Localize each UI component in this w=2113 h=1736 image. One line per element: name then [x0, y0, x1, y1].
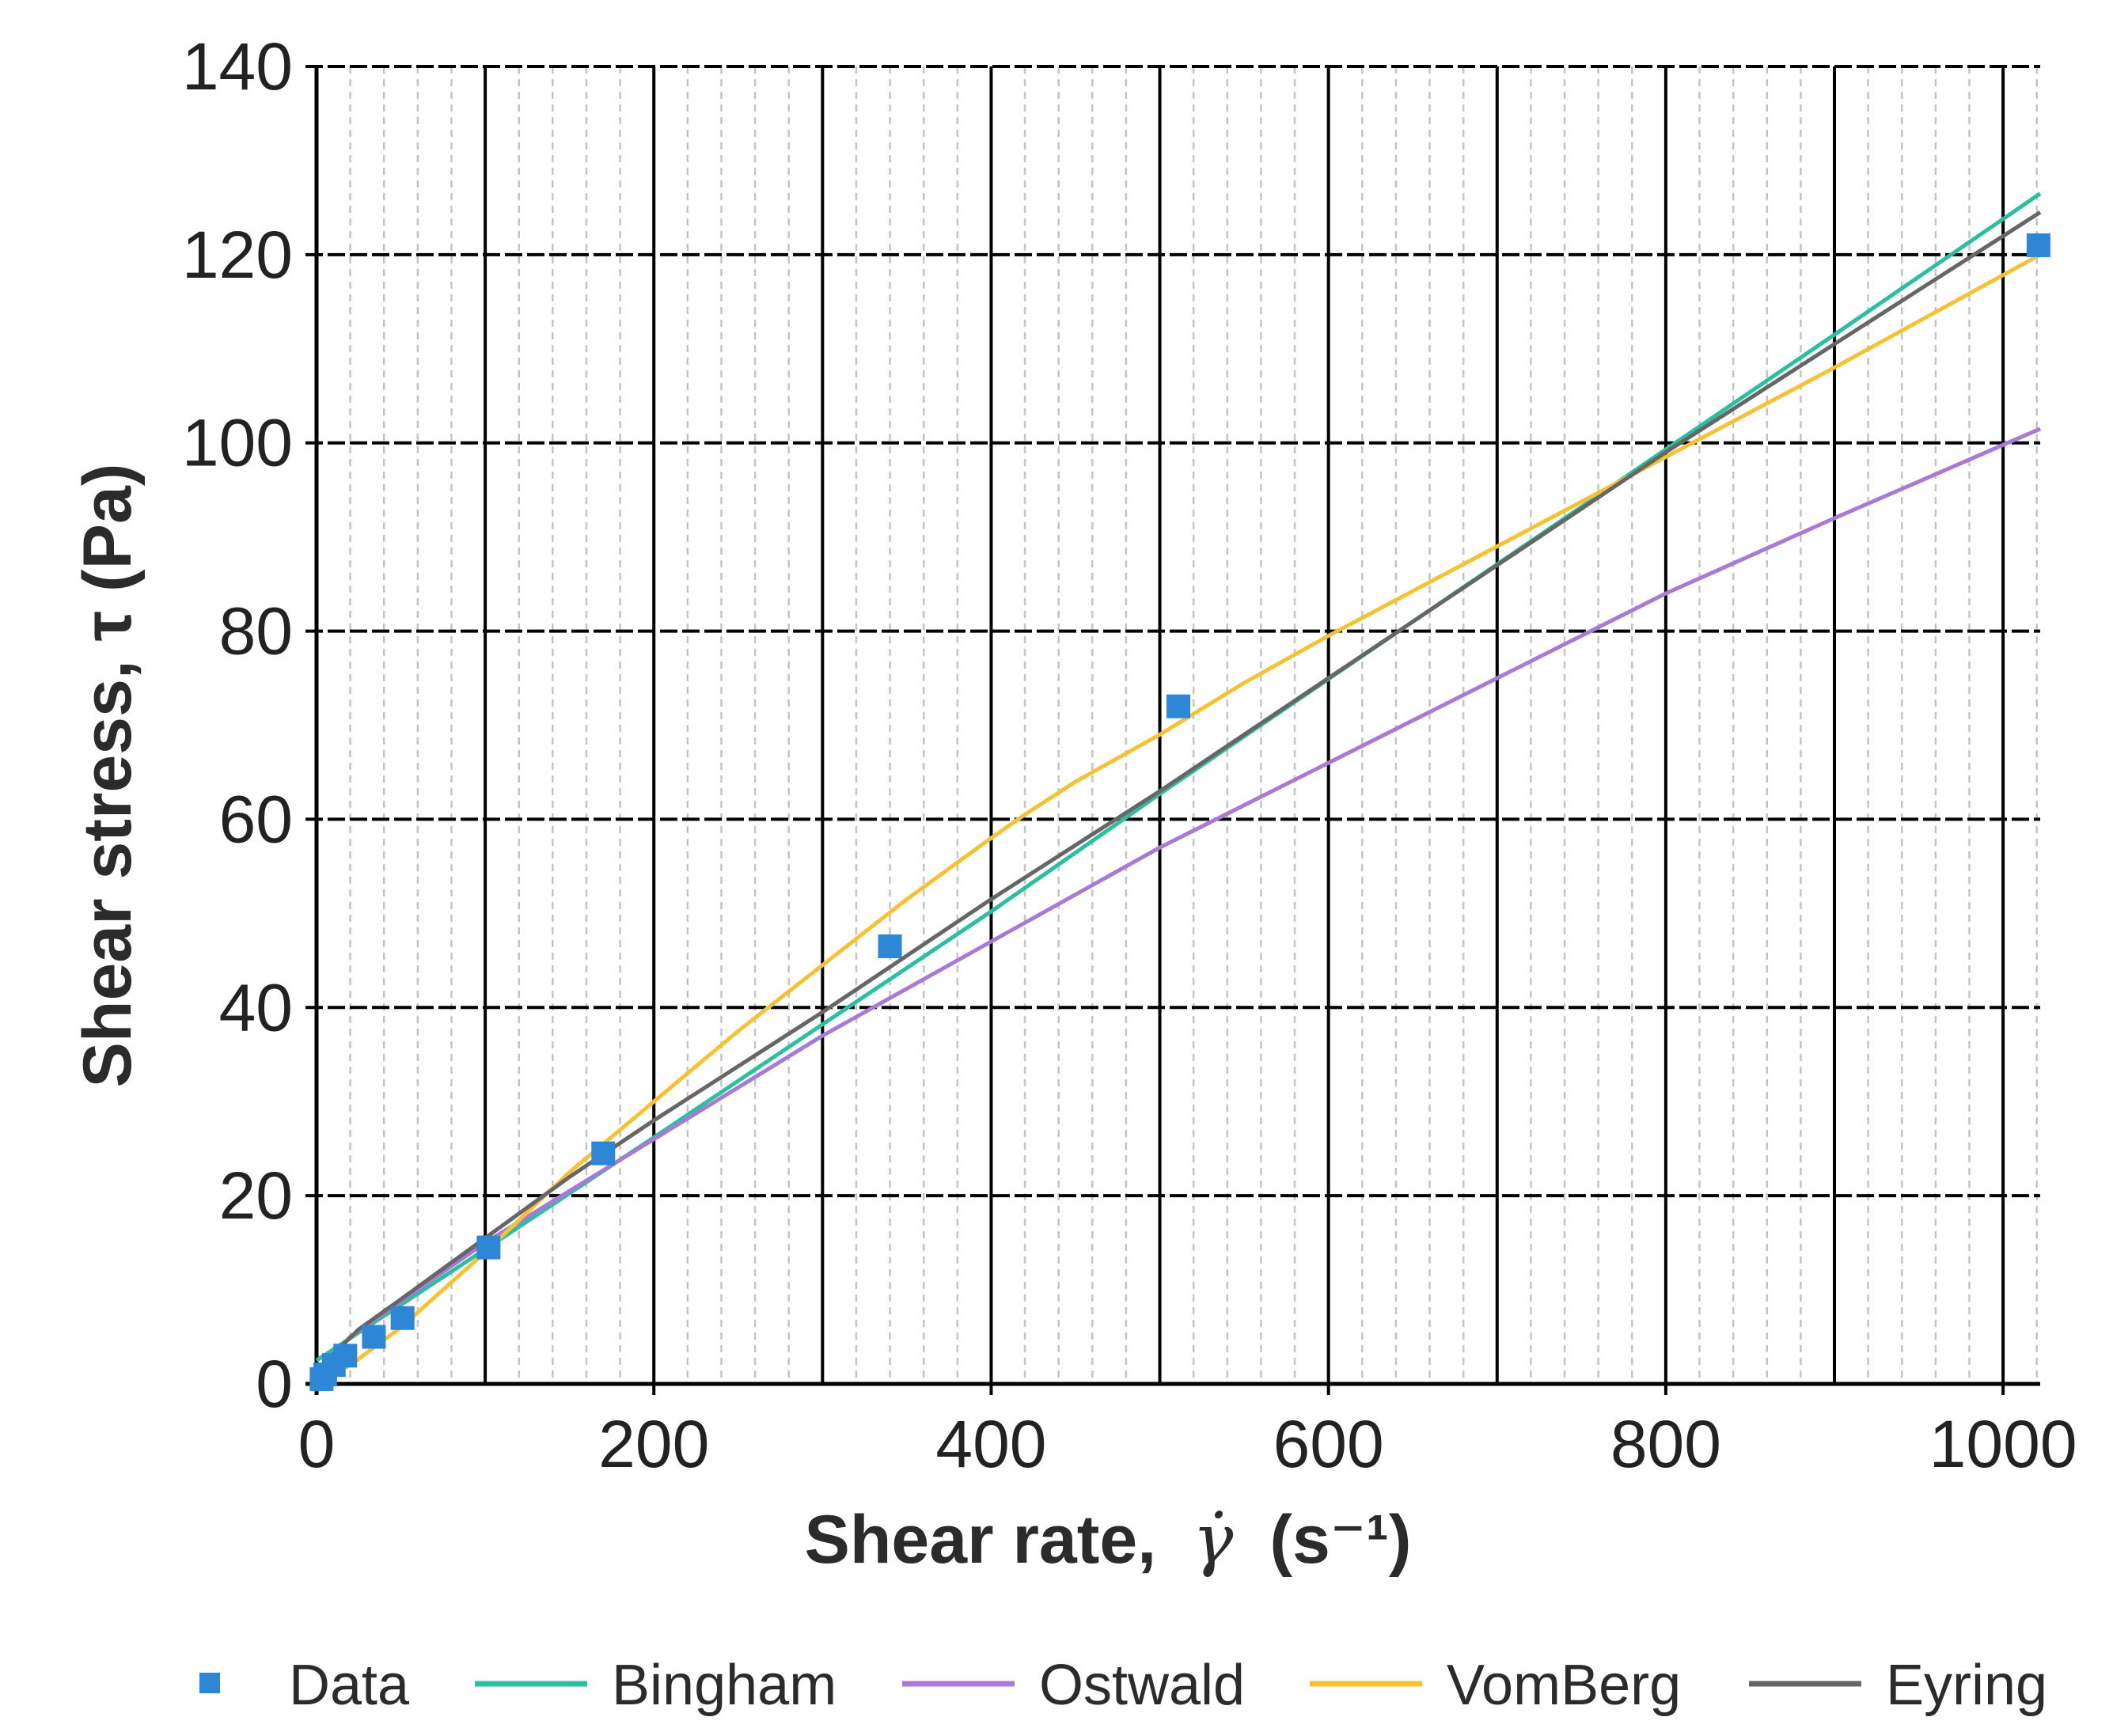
legend-label-bingham: Bingham: [612, 1654, 836, 1717]
legend-marker-data: [199, 1673, 220, 1693]
x-tick-label: 1000: [1929, 1407, 2077, 1481]
minor-gridlines: [349, 66, 2038, 1384]
data-point: [333, 1344, 358, 1368]
x-tick-labels: 0 200 400 600 800 1000: [298, 1407, 2077, 1481]
legend-label-eyring: Eyring: [1886, 1654, 2047, 1717]
x-axis-title-unit: (s⁻¹): [1269, 1502, 1411, 1578]
series-line-ostwald: [314, 426, 2041, 1385]
y-axis-title: Shear stress, τ (Pa): [70, 464, 146, 1088]
y-tick-label: 80: [219, 594, 293, 669]
y-tick-label: 20: [219, 1158, 293, 1233]
data-point: [390, 1306, 415, 1330]
x-axis-title-prefix: Shear rate,: [805, 1502, 1157, 1578]
data-points: [309, 233, 2050, 1392]
legend-label-ostwald: Ostwald: [1039, 1654, 1245, 1717]
series-lines: [314, 191, 2042, 1386]
x-axis-title-symbol: γ̇: [1193, 1500, 1234, 1579]
legend-label-vomberg: VomBerg: [1447, 1654, 1681, 1717]
y-tick-label: 140: [182, 29, 293, 104]
data-point: [362, 1325, 386, 1349]
data-point: [476, 1235, 501, 1260]
legend: Data Bingham Ostwald VomBerg Eyring: [199, 1654, 2047, 1717]
y-tick-label: 0: [256, 1347, 293, 1421]
y-tick-label: 100: [182, 406, 293, 480]
data-point: [591, 1141, 616, 1166]
x-tick-label: 800: [1610, 1407, 1721, 1481]
x-tick-label: 0: [298, 1407, 336, 1481]
x-tick-label: 200: [598, 1407, 709, 1481]
series-line-eyring: [314, 210, 2042, 1385]
y-tick-labels: 0 20 40 60 80 100 120 140: [182, 29, 293, 1421]
x-tick-label: 400: [935, 1407, 1046, 1481]
y-tick-label: 120: [182, 218, 293, 292]
data-point: [1167, 694, 1190, 718]
y-tick-label: 60: [219, 782, 293, 856]
legend-label-data: Data: [289, 1654, 410, 1717]
data-point: [878, 934, 902, 958]
x-axis-title: Shear rate, γ̇ (s⁻¹): [805, 1500, 1412, 1579]
major-gridlines: [305, 65, 2040, 1384]
x-tick-label: 600: [1273, 1407, 1384, 1481]
y-tick-label: 40: [219, 970, 293, 1044]
data-point: [2026, 233, 2050, 257]
